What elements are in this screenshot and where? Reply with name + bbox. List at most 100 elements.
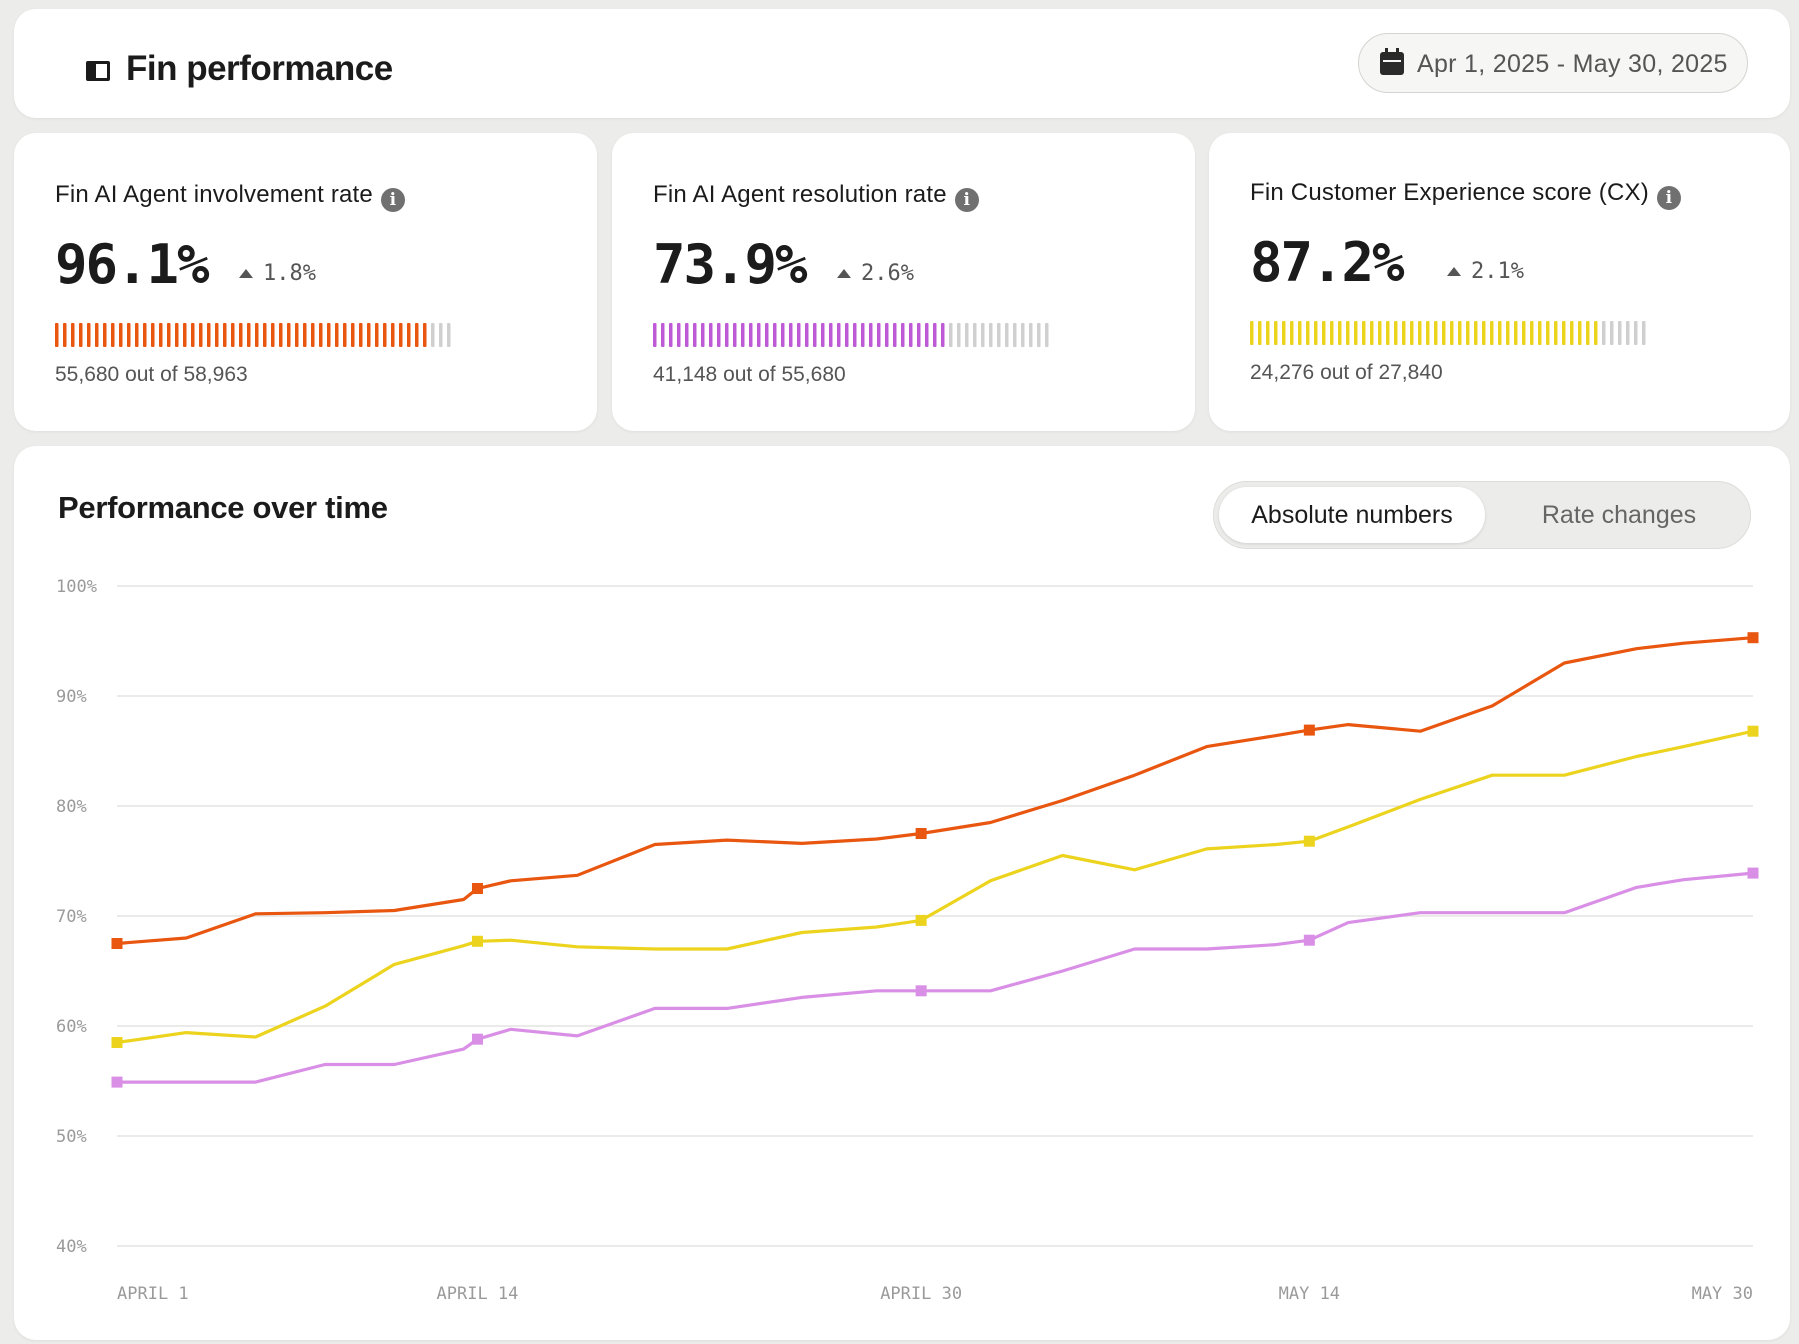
info-icon[interactable]: i: [380, 188, 405, 212]
info-icon[interactable]: i: [1656, 186, 1681, 210]
progress-segment-filled: [741, 323, 745, 347]
progress-segment-filled: [359, 323, 363, 347]
progress-segment-empty: [1602, 321, 1606, 345]
y-tick-label: 70%: [56, 907, 87, 927]
progress-segment-filled: [1474, 321, 1478, 345]
progress-segment-filled: [199, 323, 203, 347]
progress-segment-filled: [709, 323, 713, 347]
progress-segment-filled: [1554, 321, 1558, 345]
progress-segment-filled: [1274, 321, 1278, 345]
progress-segment-filled: [1418, 321, 1422, 345]
progress-segment-filled: [215, 323, 219, 347]
data-point-resolution[interactable]: [111, 1076, 123, 1088]
data-point-resolution[interactable]: [1747, 867, 1759, 879]
data-point-cx[interactable]: [1303, 835, 1315, 847]
progress-segment-filled: [1338, 321, 1342, 345]
progress-segment-filled: [1434, 321, 1438, 345]
series-line-involvement: [115, 636, 1755, 946]
progress-segment-filled: [1490, 321, 1494, 345]
data-point-cx[interactable]: [471, 935, 483, 947]
progress-segment-filled: [845, 323, 849, 347]
progress-segment-empty: [965, 323, 969, 347]
progress-segment-filled: [941, 323, 945, 347]
y-tick-label: 90%: [56, 687, 87, 707]
data-point-involvement[interactable]: [1747, 632, 1759, 644]
data-point-resolution[interactable]: [471, 1033, 483, 1045]
progress-segment-filled: [917, 323, 921, 347]
progress-segment-filled: [111, 323, 115, 347]
progress-segment-filled: [853, 323, 857, 347]
data-point-involvement[interactable]: [915, 828, 927, 839]
progress-segment-filled: [95, 323, 99, 347]
progress-segment-filled: [335, 323, 339, 347]
data-point-involvement[interactable]: [471, 883, 483, 894]
progress-segment-filled: [693, 323, 697, 347]
metric-delta: 2.1%: [1447, 259, 1524, 284]
toggle-absolute-numbers[interactable]: Absolute numbers: [1219, 487, 1485, 543]
data-point-cx[interactable]: [111, 1037, 123, 1048]
data-point-cx[interactable]: [1747, 725, 1759, 737]
progress-segment-filled: [1586, 321, 1590, 345]
progress-segments: [653, 323, 1049, 347]
data-point-resolution[interactable]: [915, 985, 927, 997]
header-bar: Fin performance Apr 1, 2025 - May 30, 20…: [14, 9, 1790, 118]
progress-segment-filled: [167, 323, 171, 347]
progress-segment-filled: [103, 323, 107, 347]
progress-segment-empty: [431, 323, 435, 347]
data-point-involvement[interactable]: [111, 938, 123, 949]
sidebar-toggle-icon[interactable]: [86, 61, 110, 81]
progress-segment-filled: [1258, 321, 1262, 345]
data-point-involvement[interactable]: [1303, 724, 1315, 736]
series-line-cx: [115, 729, 1755, 1045]
data-point-cx[interactable]: [915, 914, 927, 926]
view-toggle[interactable]: Absolute numbers Rate changes: [1213, 481, 1751, 549]
progress-segment-filled: [375, 323, 379, 347]
progress-segment-filled: [255, 323, 259, 347]
info-icon[interactable]: i: [954, 188, 979, 212]
progress-segment-filled: [423, 323, 427, 347]
progress-segment-empty: [1610, 321, 1614, 345]
progress-segment-filled: [223, 323, 227, 347]
progress-segment-filled: [415, 323, 419, 347]
metric-card-cx: Fin Customer Experience score (CX) i 87.2…: [1209, 133, 1790, 431]
progress-segment-filled: [1546, 321, 1550, 345]
progress-segment-filled: [279, 323, 283, 347]
progress-segment-filled: [1306, 321, 1310, 345]
date-range-picker[interactable]: Apr 1, 2025 - May 30, 2025: [1358, 33, 1748, 93]
progress-segment-filled: [821, 323, 825, 347]
progress-segment-filled: [327, 323, 331, 347]
trend-up-icon: [837, 269, 851, 278]
progress-segment-filled: [925, 323, 929, 347]
progress-segment-filled: [207, 323, 211, 347]
progress-segment-empty: [957, 323, 961, 347]
progress-segment-filled: [773, 323, 777, 347]
progress-segment-filled: [1250, 321, 1254, 345]
progress-segment-filled: [247, 323, 251, 347]
toggle-rate-changes[interactable]: Rate changes: [1541, 501, 1697, 529]
progress-segment-filled: [287, 323, 291, 347]
y-tick-label: 40%: [56, 1237, 87, 1257]
progress-segment-filled: [813, 323, 817, 347]
progress-segment-empty: [1626, 321, 1630, 345]
progress-segment-empty: [1618, 321, 1622, 345]
progress-segment-empty: [1029, 323, 1033, 347]
x-tick-label: APRIL 14: [437, 1284, 519, 1304]
calendar-icon: [1380, 48, 1404, 75]
progress-segment-empty: [1037, 323, 1041, 347]
progress-segment-filled: [861, 323, 865, 347]
progress-segment-empty: [447, 323, 451, 347]
metric-title: Fin AI Agent resolution rate i: [653, 181, 979, 212]
progress-segment-filled: [55, 323, 59, 347]
progress-segment-filled: [71, 323, 75, 347]
progress-segment-filled: [1514, 321, 1518, 345]
progress-segment-filled: [1578, 321, 1582, 345]
metric-value: 96.1%: [55, 233, 210, 296]
progress-segments: [1250, 321, 1646, 345]
progress-segment-filled: [717, 323, 721, 347]
data-point-resolution[interactable]: [1303, 934, 1315, 946]
x-tick-label: APRIL 30: [880, 1284, 962, 1304]
progress-segment-filled: [1362, 321, 1366, 345]
x-tick-label: MAY 14: [1279, 1284, 1340, 1304]
progress-segment-filled: [127, 323, 131, 347]
metric-count: 55,680 out of 58,963: [55, 363, 248, 386]
